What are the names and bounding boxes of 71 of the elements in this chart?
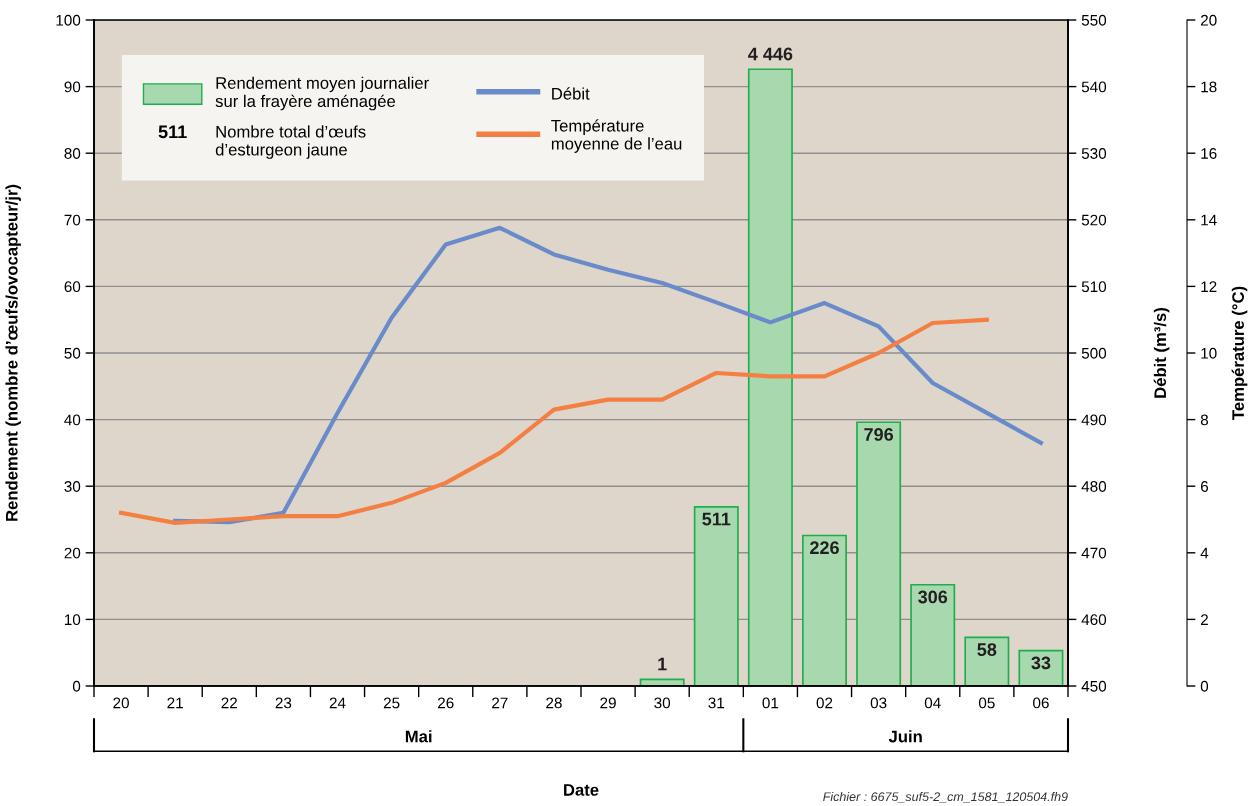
legend-label: Rendement moyen journalier sur la frayère aménagée [215,76,429,111]
annotation: Nombre total d’œufs d’esturgeon jaune [215,125,366,159]
x-tick-label: 21 [167,697,183,709]
x-axis-title: Date [564,784,599,796]
y-tick-label: 60 [64,281,81,293]
annotation: 226 [810,541,839,555]
y-tick-label: 90 [64,81,81,93]
x-tick-label: 02 [816,697,833,709]
y3-tick-label: 18 [1201,81,1217,93]
y2-tick-label: 490 [1081,414,1107,426]
y-tick-label: 40 [64,414,81,426]
text: Mai [405,730,432,743]
y3-tick-label: 0 [1200,680,1209,692]
y2-tick-label: 460 [1081,614,1107,626]
annotation: 511 [702,512,731,526]
x-tick-label: 28 [546,697,562,709]
x-tick-label: 31 [708,697,725,709]
y-tick-label: 70 [64,214,81,226]
y-tick-label: 20 [64,547,81,559]
annotation: 58 [977,643,997,656]
x-tick-label: 29 [600,697,616,709]
x-tick-label: 04 [924,697,941,709]
x-tick-label: 06 [1033,697,1049,709]
y3-tick-label: 12 [1201,281,1217,292]
y2-tick-label: 500 [1081,347,1107,359]
x-tick-label: 22 [221,697,238,709]
y2-tick-label: 530 [1081,148,1107,159]
x-tick-label: 25 [383,697,400,709]
y3-tick-label: 14 [1201,214,1217,226]
y3-tick-label: 4 [1200,547,1209,559]
annotation: 306 [918,590,948,604]
y3-tick-label: 8 [1200,414,1209,426]
x-tick-label: 05 [978,697,995,709]
legend-label: Température moyenne de l’eau [551,119,682,153]
y3-tick-label: 10 [1201,347,1217,359]
annotation: 796 [864,428,894,441]
y-tick-label: 10 [64,614,81,626]
x-tick-label: 23 [275,697,292,709]
y3-axis-title: Température (°C) [1231,286,1248,420]
x-tick-label: 01 [762,697,779,709]
text: Juin [888,730,922,743]
y3-tick-label: 6 [1200,481,1209,492]
legend-label: Débit [552,87,590,100]
x-tick-label: 03 [870,697,887,709]
annotation: 511 [158,125,187,139]
y3-tick-label: 16 [1201,148,1217,159]
x-tick-label: 24 [329,697,346,709]
y-tick-label: 100 [56,14,81,26]
y-tick-label: 50 [64,347,81,359]
y3-tick-label: 20 [1200,14,1217,26]
y2-tick-label: 470 [1081,547,1107,559]
x-tick-label: 20 [113,697,129,709]
text: Fichier : 6675_suf5-2_cm_1581_120504.fh9 [823,791,1068,803]
x-tick-label: 30 [654,697,671,709]
y2-tick-label: 520 [1081,214,1107,226]
y-axis-title: Rendement (nombre d’œufs/ovocapteur/jr) [5,184,21,521]
x-tick-label: 27 [492,697,508,709]
y-tick-label: 0 [72,680,81,692]
annotation: 1 [658,657,667,671]
y2-tick-label: 480 [1081,481,1107,492]
y2-tick-label: 450 [1081,680,1107,692]
y3-tick-label: 2 [1200,614,1208,625]
annotation: 33 [1031,656,1051,670]
annotation: 4 446 [748,47,793,61]
x-tick-label: 26 [438,697,454,709]
y-tick-label: 80 [64,148,81,159]
y2-tick-label: 510 [1081,281,1107,293]
y2-tick-label: 540 [1081,81,1107,93]
y-tick-label: 30 [64,481,81,492]
y2-tick-label: 550 [1081,14,1107,26]
y2-axis-title: Débit (m³/s) [1153,307,1170,398]
